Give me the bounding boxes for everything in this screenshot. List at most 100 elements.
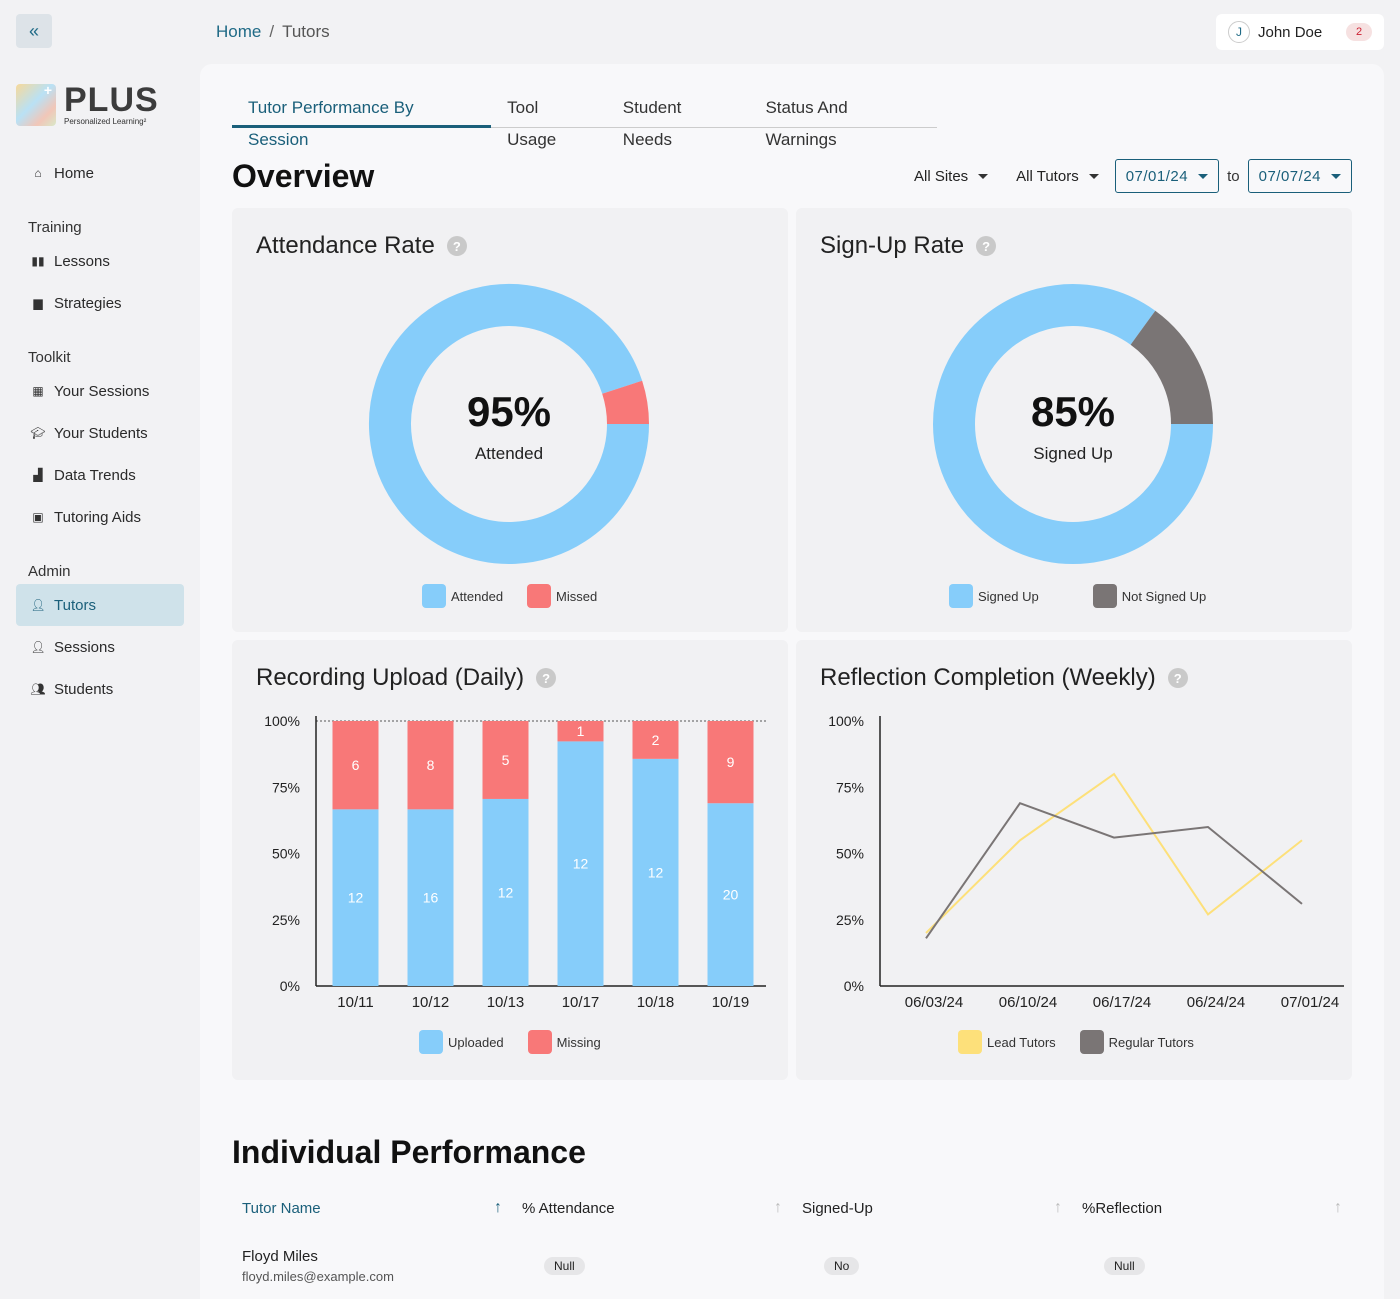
- legend-swatch-lead-tutors: [958, 1030, 982, 1054]
- y-tick-label: 75%: [272, 779, 300, 795]
- column-header-tutor-name[interactable]: Tutor Name ↑: [232, 1188, 512, 1228]
- collapse-sidebar-button[interactable]: «: [16, 14, 52, 48]
- toolbox-icon: ▣: [32, 510, 44, 524]
- x-tick-label: 10/11: [337, 994, 373, 1008]
- bar-label-uploaded: 16: [423, 890, 439, 906]
- notification-badge[interactable]: 2: [1346, 23, 1372, 41]
- sidebar-item-home[interactable]: ⌂ Home: [16, 152, 184, 194]
- y-tick-label: 75%: [836, 779, 864, 795]
- x-tick-label: 10/18: [637, 994, 675, 1008]
- signup-percent: 85%: [1030, 388, 1116, 435]
- attendance-value: Null: [544, 1257, 585, 1275]
- bar-label-uploaded: 12: [648, 864, 664, 880]
- tab-student-needs[interactable]: Student Needs: [622, 98, 682, 149]
- y-tick-label: 25%: [836, 912, 864, 928]
- attendance-legend: Attended Missed: [422, 584, 621, 608]
- sidebar-item-students[interactable]: 👥︎ Students: [16, 668, 184, 710]
- attendance-donut-chart: [369, 284, 649, 564]
- avatar: J: [1228, 21, 1250, 43]
- caret-down-icon: [1088, 173, 1099, 179]
- reflection-legend: Lead Tutors Regular Tutors: [958, 1030, 1218, 1054]
- tutor-email: floyd.miles@example.com: [242, 1269, 394, 1284]
- sidebar-item-data-trends[interactable]: ▟ Data Trends: [16, 454, 184, 496]
- user-menu[interactable]: J John Doe 2: [1216, 14, 1384, 50]
- bar-label-uploaded: 20: [723, 887, 739, 903]
- table-header: Tutor Name ↑ % Attendance ↑ Signed-Up ↑ %Re…: [232, 1188, 1352, 1228]
- legend-swatch-not-signed-up: [1092, 584, 1117, 608]
- y-tick-label: 100%: [828, 713, 864, 729]
- bar-missing: [482, 721, 529, 799]
- sidebar-item-your-students[interactable]: 🎓︎ Your Students: [16, 412, 184, 454]
- book-icon: ▮▮: [31, 254, 45, 268]
- date-to-picker[interactable]: 07/07/24: [1247, 159, 1352, 193]
- bar-label-missing: 1: [577, 723, 585, 739]
- date-from-value: 07/01/24: [1125, 167, 1189, 185]
- user-check-icon: 👤︎: [30, 640, 46, 654]
- column-header-label: Tutor Name: [242, 1199, 321, 1217]
- reflection-card: Reflection Completion (Weekly)? 100% 75% 5…: [796, 640, 1352, 1080]
- bar-uploaded: [332, 809, 379, 986]
- bar-label-missing: 8: [427, 757, 435, 773]
- column-header-reflection[interactable]: %Reflection ↑: [1072, 1188, 1352, 1228]
- x-tick-label: 10/19: [712, 994, 750, 1008]
- line-series-regular-tutors: [925, 801, 1303, 939]
- x-tick-label: 07/01/24: [1281, 994, 1339, 1008]
- tutors-dropdown[interactable]: All Tutors: [1016, 168, 1099, 185]
- help-icon[interactable]: ?: [1167, 668, 1188, 688]
- double-chevron-left-icon: «: [28, 20, 39, 41]
- date-from-picker[interactable]: 07/01/24: [1114, 159, 1220, 193]
- sites-dropdown[interactable]: All Sites: [913, 167, 989, 185]
- help-icon[interactable]: ?: [536, 668, 557, 688]
- bar-label-missing: 2: [652, 732, 660, 748]
- sort-arrow-up-icon[interactable]: ↑: [494, 1199, 502, 1216]
- caret-down-icon: [978, 173, 989, 179]
- main-panel: Tutor Performance By Session Tool Usage …: [200, 64, 1384, 1299]
- column-header-attendance[interactable]: % Attendance ↑: [512, 1188, 792, 1228]
- tab-status-warnings[interactable]: Status And Warnings: [765, 98, 848, 149]
- tab-tool-usage[interactable]: Tool Usage: [507, 98, 557, 149]
- legend-label-signed-up: Signed Up: [978, 588, 1039, 604]
- signup-title: Sign-Up Rate: [820, 232, 965, 259]
- sites-dropdown-value: All Sites: [913, 167, 969, 185]
- bar-label-missing: 6: [352, 757, 360, 773]
- sort-arrow-up-icon[interactable]: ↑: [1054, 1199, 1062, 1216]
- sidebar-item-label: Sessions: [54, 638, 115, 656]
- sidebar-item-lessons[interactable]: ▮▮ Lessons: [16, 240, 184, 282]
- graduation-cap-icon: 🎓︎: [30, 426, 46, 440]
- bar-uploaded: [557, 741, 604, 986]
- bar-missing: [632, 721, 679, 759]
- recording-legend: Uploaded Missing: [419, 1030, 625, 1054]
- column-header-signed-up[interactable]: Signed-Up ↑: [792, 1188, 1072, 1228]
- sidebar-section-toolkit: Toolkit: [28, 349, 71, 366]
- sidebar-section-admin: Admin: [28, 563, 71, 580]
- help-icon[interactable]: ?: [446, 236, 467, 256]
- column-header-label: % Attendance: [522, 1199, 615, 1217]
- table-row[interactable]: Floyd Miles floyd.miles@example.com Null …: [232, 1236, 1352, 1296]
- sidebar-section-training: Training: [28, 219, 82, 236]
- caret-down-icon: [1331, 173, 1341, 179]
- column-header-label: Signed-Up: [802, 1199, 873, 1217]
- bar-missing: [407, 721, 454, 810]
- legend-swatch-signed-up: [949, 584, 973, 608]
- tab-tutor-performance[interactable]: Tutor Performance By Session: [232, 92, 492, 149]
- attendance-label: Attended: [474, 444, 544, 463]
- x-tick-label: 10/12: [412, 994, 450, 1008]
- sidebar-item-your-sessions[interactable]: ▦ Your Sessions: [16, 370, 184, 412]
- breadcrumb-home-link[interactable]: Home: [216, 22, 262, 41]
- sidebar-item-label: Lessons: [54, 252, 110, 270]
- help-icon[interactable]: ?: [976, 236, 997, 256]
- line-series-lead-tutors: [925, 772, 1303, 934]
- recording-card: Recording Upload (Daily)? 100% 75% 50% 25% 0…: [232, 640, 788, 1080]
- date-range-to-label: to: [1227, 167, 1240, 185]
- sidebar-item-tutors[interactable]: 👤︎ Tutors: [16, 584, 184, 626]
- y-tick-label: 0%: [280, 978, 300, 994]
- sidebar-item-label: Your Sessions: [54, 382, 150, 400]
- tutor-name[interactable]: Floyd Miles: [242, 1248, 318, 1265]
- sidebar-item-strategies[interactable]: ▆ Strategies: [16, 282, 184, 324]
- sort-arrow-up-icon[interactable]: ↑: [1334, 1199, 1342, 1216]
- sort-arrow-up-icon[interactable]: ↑: [774, 1199, 782, 1216]
- user-name: John Doe: [1258, 23, 1323, 41]
- y-tick-label: 50%: [272, 846, 300, 862]
- sidebar-item-sessions[interactable]: 👤︎ Sessions: [16, 626, 184, 668]
- sidebar-item-tutoring-aids[interactable]: ▣ Tutoring Aids: [16, 496, 184, 538]
